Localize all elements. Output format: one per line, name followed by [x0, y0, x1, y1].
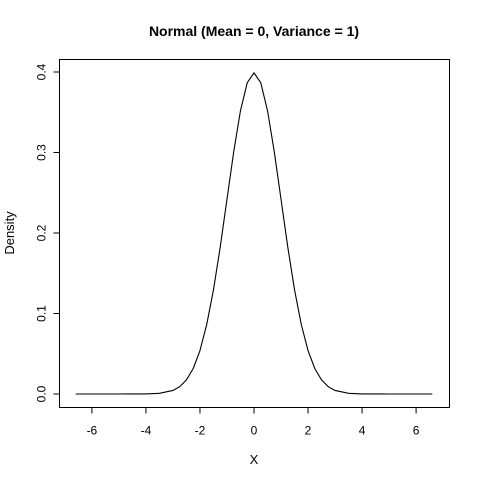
x-tick-label: 2 — [305, 424, 312, 438]
x-axis: -6 -4 -2 0 2 4 6 — [87, 407, 420, 438]
y-axis: 0.0 0.1 0.2 0.3 0.4 — [35, 63, 60, 402]
chart-title: Normal (Mean = 0, Variance = 1) — [149, 23, 359, 39]
x-tick-label: -6 — [87, 424, 98, 438]
y-tick-label: 0.4 — [35, 63, 49, 80]
plot-frame — [59, 59, 450, 408]
y-tick-label: 0.2 — [35, 224, 49, 241]
x-tick-label: -2 — [195, 424, 206, 438]
x-tick-label: 6 — [413, 424, 420, 438]
x-tick-label: 0 — [251, 424, 258, 438]
y-tick-label: 0.1 — [35, 305, 49, 322]
x-axis-label: X — [250, 452, 259, 467]
y-tick-label: 0.3 — [35, 144, 49, 161]
y-tick-label: 0.0 — [35, 385, 49, 402]
density-curve — [75, 71, 433, 395]
x-tick-label: -4 — [141, 424, 152, 438]
x-tick-label: 4 — [359, 424, 366, 438]
y-axis-label: Density — [2, 211, 17, 255]
